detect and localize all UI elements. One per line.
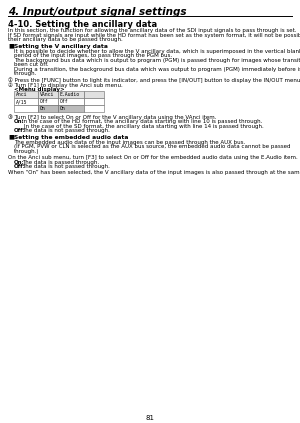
Bar xyxy=(14,98,38,105)
Text: If SD format signals are input while the HD format has been set as the system fo: If SD format signals are input while the… xyxy=(8,33,300,38)
Text: period of the input images, to pass through the PGM bus.: period of the input images, to pass thro… xyxy=(14,53,172,58)
Bar xyxy=(84,105,104,112)
Text: Setting the V ancillary data: Setting the V ancillary data xyxy=(14,44,108,49)
Bar xyxy=(14,91,38,98)
Bar xyxy=(38,98,58,105)
Text: Anci: Anci xyxy=(16,92,27,97)
Text: their ancillary data to be passed through.: their ancillary data to be passed throug… xyxy=(8,37,123,42)
Text: 4-10. Setting the ancillary data: 4-10. Setting the ancillary data xyxy=(8,20,157,29)
Text: through.): through.) xyxy=(14,148,40,154)
Text: Off:: Off: xyxy=(14,164,26,169)
Text: Off: Off xyxy=(59,99,68,104)
Bar xyxy=(84,91,104,98)
Text: When “On” has been selected, the V ancillary data of the input images is also pa: When “On” has been selected, the V ancil… xyxy=(8,170,300,175)
Text: Off: Off xyxy=(40,99,48,104)
Text: On: On xyxy=(59,106,65,111)
Text: In the case of the HD format, the ancillary data starting with line 10 is passed: In the case of the HD format, the ancill… xyxy=(22,119,262,124)
Text: been cut off.: been cut off. xyxy=(14,62,49,67)
Text: ■: ■ xyxy=(8,135,14,140)
Bar xyxy=(58,98,84,105)
Text: 4. Input/output signal settings: 4. Input/output signal settings xyxy=(8,7,187,17)
Text: On:: On: xyxy=(14,159,25,165)
Text: The embedded audio data of the input images can be passed through the AUX bus.: The embedded audio data of the input ima… xyxy=(14,140,245,145)
Text: In the case of the SD format, the ancillary data starting with line 14 is passed: In the case of the SD format, the ancill… xyxy=(24,124,264,129)
Text: 81: 81 xyxy=(146,415,154,421)
Text: Off:: Off: xyxy=(14,128,26,133)
Text: The data is passed through.: The data is passed through. xyxy=(22,159,99,165)
Text: A/15: A/15 xyxy=(16,99,27,104)
Text: On the Anci sub menu, turn [F3] to select On or Off for the embedded audio data : On the Anci sub menu, turn [F3] to selec… xyxy=(8,154,298,159)
Text: ② Turn [F1] to display the Anci sub menu.: ② Turn [F1] to display the Anci sub menu… xyxy=(8,82,123,88)
Bar xyxy=(58,105,84,112)
Text: The data is not passed through.: The data is not passed through. xyxy=(22,128,110,133)
Text: ③ Turn [F2] to select On or Off for the V ancillary data using the VAnci item.: ③ Turn [F2] to select On or Off for the … xyxy=(8,114,217,120)
Bar xyxy=(38,105,58,112)
Text: <Menu display>: <Menu display> xyxy=(14,86,64,91)
Bar xyxy=(84,98,104,105)
Text: On:: On: xyxy=(14,119,25,124)
Text: During a transition, the background bus data which was output to program (PGM) i: During a transition, the background bus … xyxy=(14,66,300,71)
Text: In this section, the function for allowing the ancillary data of the SDI input s: In this section, the function for allowi… xyxy=(8,28,296,33)
Bar xyxy=(58,91,84,98)
Text: E.Audio: E.Audio xyxy=(59,92,80,97)
Text: ① Press the [FUNC] button to light its indicator, and press the [IN/OUT] button : ① Press the [FUNC] button to light its i… xyxy=(8,77,300,82)
Text: ■: ■ xyxy=(8,44,14,49)
Text: (If PGM, PVW or CLN is selected as the AUX bus source, the embedded audio data c: (If PGM, PVW or CLN is selected as the A… xyxy=(14,144,290,149)
Text: The data is not passed through.: The data is not passed through. xyxy=(22,164,110,169)
Text: through.: through. xyxy=(14,71,38,76)
Text: VAnci: VAnci xyxy=(40,92,54,97)
Text: On: On xyxy=(40,106,45,111)
Bar xyxy=(14,105,38,112)
Text: Setting the embedded audio data: Setting the embedded audio data xyxy=(14,135,128,140)
Bar xyxy=(38,91,58,98)
Text: The background bus data which is output to program (PGM) is passed through for i: The background bus data which is output … xyxy=(14,58,300,63)
Text: It is possible to decide whether to allow the V ancillary data, which is superim: It is possible to decide whether to allo… xyxy=(14,49,300,53)
